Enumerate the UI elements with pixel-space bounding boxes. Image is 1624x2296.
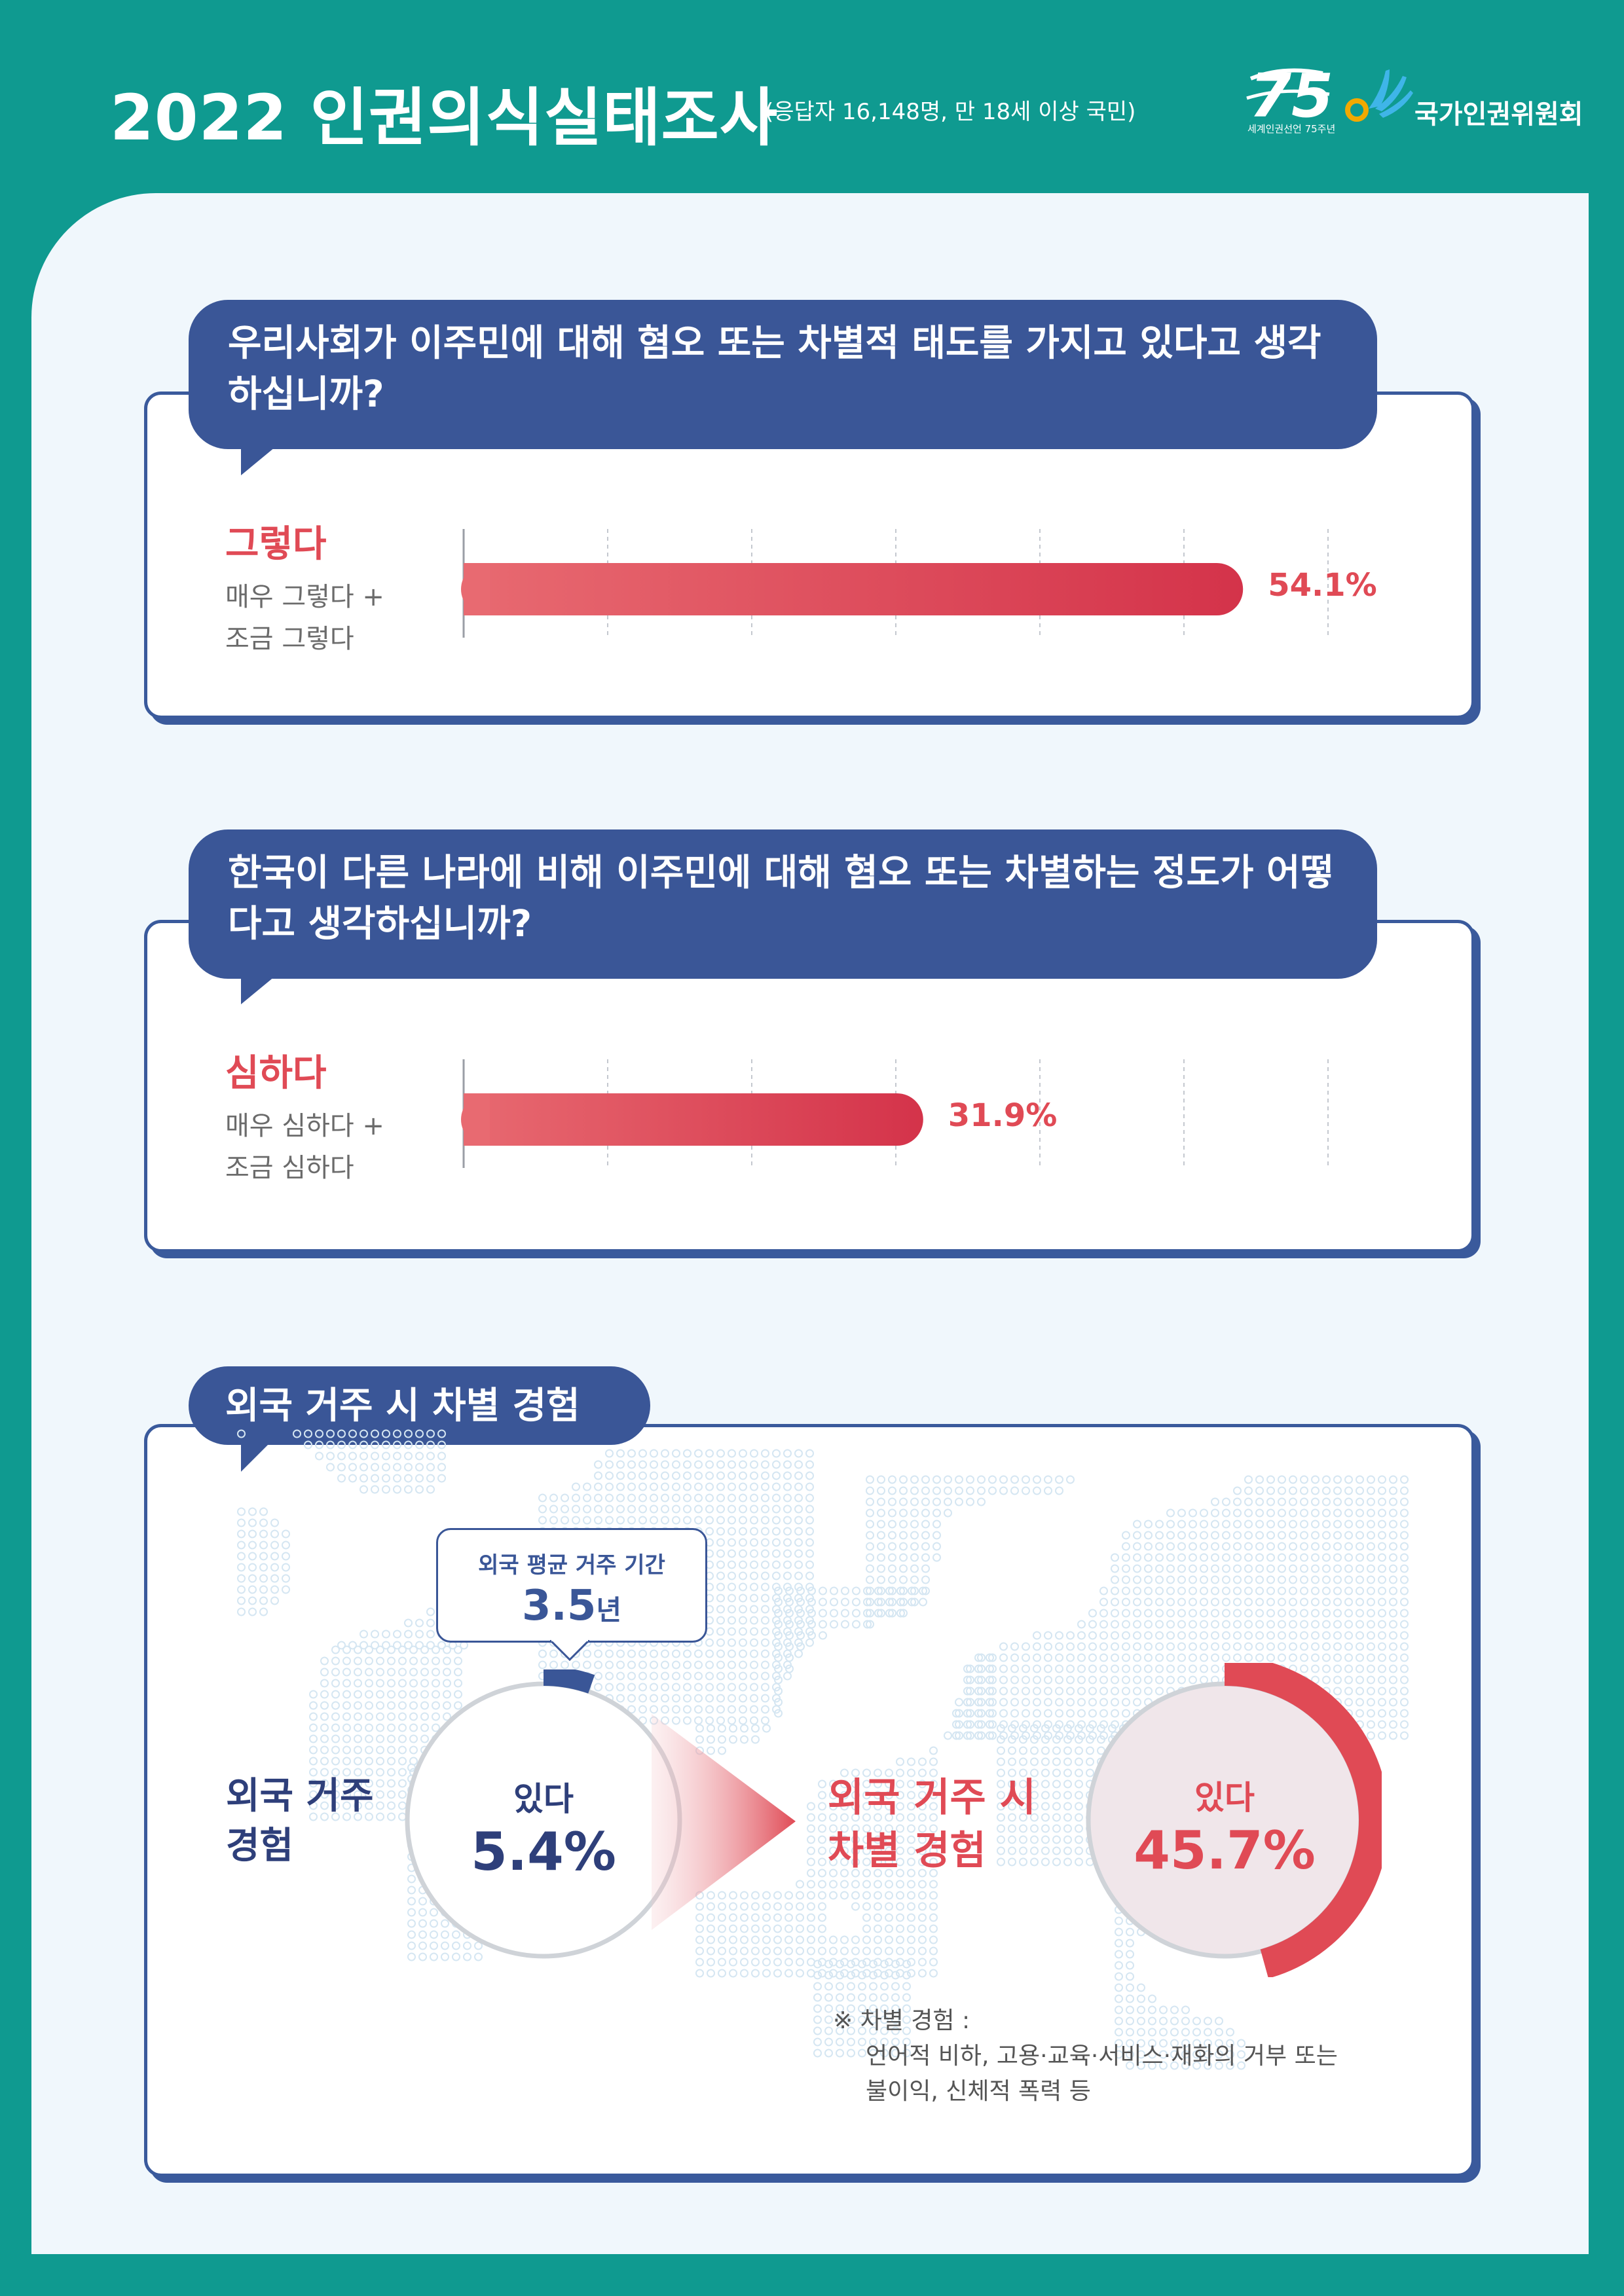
average-stay-number: 3.5: [521, 1582, 597, 1630]
question1-bubble: 우리사회가 이주민에 대해 혐오 또는 차별적 태도를 가지고 있다고 생각하십…: [189, 300, 1377, 449]
discrimination-experience-value: 45.7%: [1134, 1820, 1316, 1881]
bar-base: [464, 563, 490, 615]
note-line1: ※ 차별 경험 :: [833, 2007, 970, 2034]
question2-label: 심하다: [225, 1052, 327, 1095]
discrimination-experience-title: 외국 거주 시 차별 경험: [828, 1772, 1036, 1878]
discrimination-experience-center: 있다 45.7%: [1100, 1772, 1349, 1881]
note-line2: 언어적 비하, 고용·교육·서비스·재화의 거부 또는: [866, 2043, 1338, 2069]
average-stay-label: 외국 평균 거주 기간: [478, 1552, 665, 1578]
overseas-residence-donut: [405, 1669, 682, 1959]
overseas-residence-title: 외국 거주 경험: [226, 1772, 374, 1870]
question2-bubble: 한국이 다른 나라에 비해 이주민에 대해 혐오 또는 차별하는 정도가 어떻다…: [189, 829, 1377, 979]
average-stay-callout: 외국 평균 거주 기간 3.5년: [436, 1528, 707, 1643]
question1-sub2: 조금 그렇다: [225, 624, 354, 654]
donut-slice: [543, 1669, 595, 1694]
discrimination-experience-title-line1: 외국 거주 시: [828, 1775, 1036, 1821]
overseas-residence-center: 있다 5.4%: [426, 1773, 661, 1882]
discrimination-experience-answer: 있다: [1194, 1779, 1255, 1817]
question2-sub2: 조금 심하다: [225, 1153, 354, 1183]
overseas-residence-answer: 있다: [513, 1780, 574, 1818]
donut-slice: [1224, 1663, 1382, 1977]
section3-bubble: 외국 거주 시 차별 경험: [189, 1366, 650, 1445]
arrow-icon: [652, 1714, 796, 1930]
question2-value-label: 31.9%: [948, 1097, 1058, 1134]
question1-value-label: 54.1%: [1268, 567, 1377, 604]
question1-sub1: 매우 그렇다 +: [225, 582, 384, 612]
discrimination-experience-title-line2: 차별 경험: [828, 1828, 986, 1874]
overseas-residence-title-line1: 외국 거주: [226, 1775, 374, 1817]
average-stay-callout-pointer: [550, 1640, 589, 1662]
note-line3: 불이익, 신체적 폭력 등: [866, 2078, 1091, 2105]
question1-bar-chart: [461, 529, 1329, 638]
discrimination-experience-donut: [1086, 1663, 1382, 1977]
bar: [461, 563, 1244, 615]
bar-base: [464, 1093, 490, 1146]
org-name: 국가인권위원회: [1414, 100, 1583, 130]
page-subtitle: (응답자 16,148명, 만 18세 이상 국민): [765, 99, 1136, 125]
question2-bar-chart: [461, 1059, 1329, 1168]
anniversary-75-logo: 75: [1246, 61, 1333, 131]
average-stay-unit: 년: [596, 1594, 621, 1626]
discrimination-note: ※ 차별 경험 : 언어적 비하, 고용·교육·서비스·재화의 거부 또는 불이…: [833, 2003, 1338, 2109]
bar: [461, 1093, 923, 1146]
anniversary-caption: 세계인권선언 75주년: [1247, 123, 1336, 135]
nhrck-logo-icon: [1345, 69, 1413, 122]
page-title: 2022 인권의식실태조사: [110, 81, 779, 155]
question1-label: 그렇다: [225, 523, 327, 566]
question2-sub1: 매우 심하다 +: [225, 1111, 384, 1141]
overseas-residence-title-line2: 경험: [226, 1824, 294, 1867]
average-stay-value: 3.5년: [438, 1582, 705, 1630]
overseas-residence-value: 5.4%: [471, 1821, 616, 1882]
